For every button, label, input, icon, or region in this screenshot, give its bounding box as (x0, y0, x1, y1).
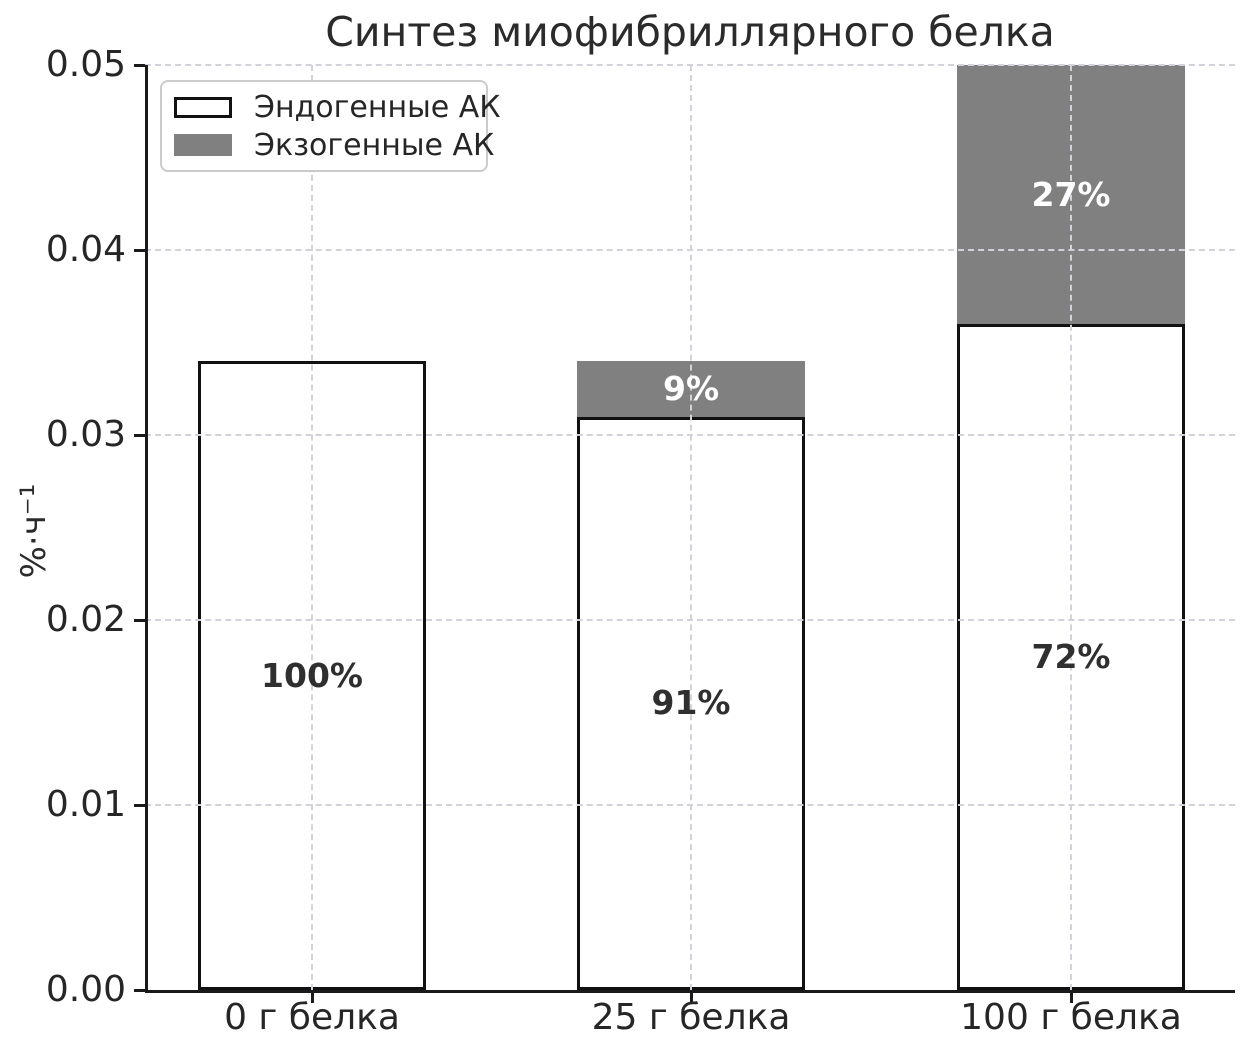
bar-label: 27% (1031, 174, 1111, 214)
chart-title: Синтез миофибриллярного белка (325, 8, 1055, 56)
y-axis-tick (134, 433, 145, 437)
y-axis-tick (134, 248, 145, 252)
y-axis-tick (134, 988, 145, 992)
x-tick-label: 100 г белка (960, 997, 1182, 1038)
x-axis-tick (689, 993, 693, 1003)
gridline-vertical (1070, 65, 1072, 990)
gridline-horizontal (145, 434, 1235, 436)
bar-label: 91% (651, 683, 731, 723)
x-axis-tick (1069, 993, 1073, 1003)
gridline-horizontal (145, 64, 1235, 66)
y-tick-label: 0.05 (45, 44, 126, 85)
x-tick-label: 0 г белка (224, 997, 400, 1038)
x-tick-label: 25 г белка (591, 997, 791, 1038)
bar-label: 9% (662, 368, 720, 408)
legend-swatch-endogenous-icon (174, 96, 232, 118)
gridline-vertical (690, 65, 692, 990)
legend-item-exogenous: Экзогенные АК (174, 128, 494, 163)
y-tick-label: 0.02 (45, 599, 126, 640)
gridline-vertical (311, 65, 313, 990)
legend-swatch-exogenous-icon (174, 134, 232, 156)
legend-label-endogenous: Эндогенные АК (254, 89, 501, 125)
bar-label: 100% (261, 655, 363, 695)
y-axis (145, 65, 148, 993)
legend-item-endogenous: Эндогенные АК (174, 90, 501, 125)
y-tick-label: 0.04 (45, 229, 126, 270)
x-axis-tick (310, 993, 314, 1003)
legend: Эндогенные АК Экзогенные АК (160, 80, 501, 172)
bar-label: 72% (1031, 637, 1111, 676)
legend-label-exogenous: Экзогенные АК (254, 127, 495, 163)
y-tick-label: 0.01 (45, 784, 126, 825)
y-tick-label: 0.03 (45, 414, 126, 455)
y-axis-label: %·ч⁻¹ (14, 483, 54, 579)
y-tick-label: 0.00 (45, 969, 126, 1010)
gridline-horizontal (145, 619, 1235, 621)
x-axis (145, 990, 1235, 993)
y-axis-tick (134, 618, 145, 622)
y-axis-tick (134, 63, 145, 67)
gridline-horizontal (145, 804, 1235, 806)
gridline-horizontal (145, 249, 1235, 251)
y-axis-tick (134, 803, 145, 807)
